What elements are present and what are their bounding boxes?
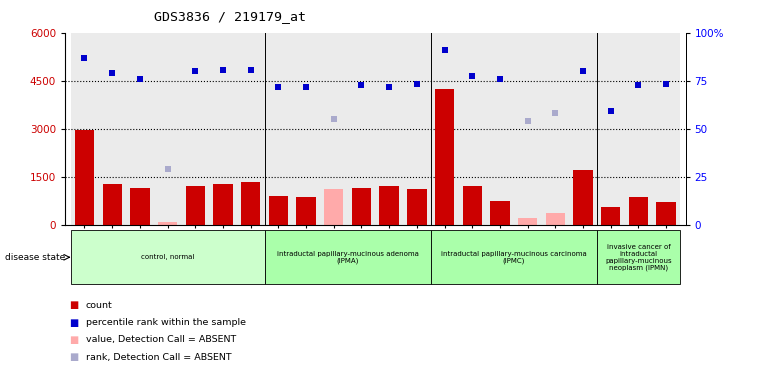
- Bar: [237, 33, 264, 225]
- Bar: [514, 33, 542, 225]
- Bar: [408, 189, 427, 225]
- Bar: [624, 33, 653, 225]
- Bar: [352, 188, 372, 225]
- Bar: [458, 33, 486, 225]
- Text: ■: ■: [69, 318, 78, 328]
- Text: ■: ■: [69, 352, 78, 362]
- Text: invasive cancer of
intraductal
papillary-mucinous
neoplasm (IPMN): invasive cancer of intraductal papillary…: [605, 243, 672, 271]
- Bar: [75, 130, 94, 225]
- Bar: [130, 188, 149, 225]
- Bar: [403, 33, 430, 225]
- Bar: [269, 196, 288, 225]
- Bar: [574, 170, 593, 225]
- Bar: [70, 33, 98, 225]
- Bar: [518, 218, 538, 225]
- Text: percentile rank within the sample: percentile rank within the sample: [86, 318, 246, 327]
- Text: count: count: [86, 301, 113, 310]
- Bar: [185, 186, 205, 225]
- Bar: [486, 33, 514, 225]
- Bar: [296, 197, 316, 225]
- Bar: [379, 186, 399, 225]
- Bar: [213, 184, 233, 225]
- Text: disease state: disease state: [5, 253, 65, 262]
- Bar: [490, 201, 509, 225]
- Bar: [126, 33, 154, 225]
- Bar: [264, 230, 430, 284]
- Text: GDS3836 / 219179_at: GDS3836 / 219179_at: [154, 10, 306, 23]
- Bar: [98, 33, 126, 225]
- Text: intraductal papillary-mucinous adenoma
(IPMA): intraductal papillary-mucinous adenoma (…: [277, 250, 418, 264]
- Bar: [597, 33, 624, 225]
- Bar: [182, 33, 209, 225]
- Text: control, normal: control, normal: [141, 254, 195, 260]
- Bar: [158, 222, 177, 225]
- Bar: [430, 33, 458, 225]
- Bar: [435, 89, 454, 225]
- Bar: [597, 230, 680, 284]
- Text: ■: ■: [69, 335, 78, 345]
- Bar: [656, 202, 676, 225]
- Bar: [154, 33, 182, 225]
- Bar: [70, 230, 264, 284]
- Text: rank, Detection Call = ABSENT: rank, Detection Call = ABSENT: [86, 353, 231, 362]
- Bar: [103, 184, 122, 225]
- Bar: [569, 33, 597, 225]
- Bar: [209, 33, 237, 225]
- Bar: [601, 207, 620, 225]
- Bar: [320, 33, 348, 225]
- Bar: [653, 33, 680, 225]
- Bar: [430, 230, 597, 284]
- Bar: [375, 33, 403, 225]
- Bar: [348, 33, 375, 225]
- Bar: [545, 214, 565, 225]
- Bar: [293, 33, 320, 225]
- Bar: [324, 189, 343, 225]
- Bar: [264, 33, 293, 225]
- Text: intraductal papillary-mucinous carcinoma
(IPMC): intraductal papillary-mucinous carcinoma…: [441, 250, 587, 264]
- Bar: [629, 197, 648, 225]
- Bar: [241, 182, 260, 225]
- Text: value, Detection Call = ABSENT: value, Detection Call = ABSENT: [86, 335, 236, 344]
- Text: ■: ■: [69, 300, 78, 310]
- Bar: [463, 186, 482, 225]
- Bar: [542, 33, 569, 225]
